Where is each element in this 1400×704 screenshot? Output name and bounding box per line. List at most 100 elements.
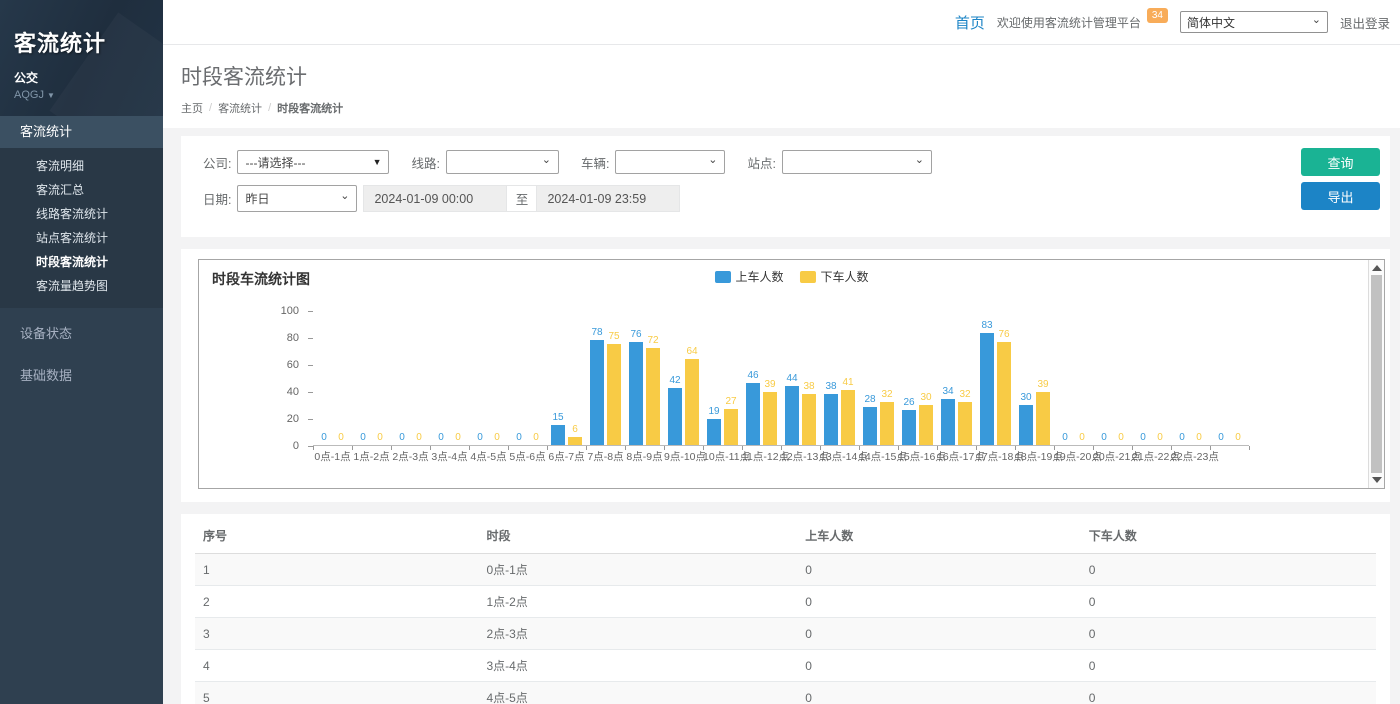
chevron-down-icon: ⌄ xyxy=(340,190,350,202)
breadcrumb-section[interactable]: 客流统计 xyxy=(218,103,263,115)
logout-link[interactable]: 退出登录 xyxy=(1339,16,1390,31)
scroll-down-icon[interactable] xyxy=(1372,477,1382,483)
bar-value-label: 0 xyxy=(399,432,405,443)
date-start-input[interactable] xyxy=(363,185,508,212)
sidebar-item-passenger-summary[interactable]: 客流汇总 xyxy=(36,183,85,197)
company-select[interactable]: ---请选择--- ▼ xyxy=(237,150,390,174)
bar-column: 28 xyxy=(863,311,877,445)
x-axis-tick-label: 16点-17点 xyxy=(937,451,985,463)
bar[interactable] xyxy=(707,419,721,445)
bar[interactable] xyxy=(919,404,933,445)
bar[interactable] xyxy=(802,393,816,445)
bar[interactable] xyxy=(824,393,838,445)
sidebar-item-trend-chart[interactable]: 客流量趋势图 xyxy=(36,279,109,293)
bar-column: 0 xyxy=(1075,311,1089,445)
query-button[interactable]: 查询 xyxy=(1301,148,1380,176)
x-axis-tick-label: 2点-3点 xyxy=(392,451,429,463)
bar[interactable] xyxy=(590,339,604,445)
sidebar-item-station-stats[interactable]: 站点客流统计 xyxy=(36,231,109,245)
bar-column: 27 xyxy=(724,311,738,445)
x-axis-tick xyxy=(820,446,821,450)
bar[interactable] xyxy=(863,407,877,445)
bar-column: 72 xyxy=(646,311,660,445)
bar-column: 0 xyxy=(373,311,387,445)
language-select[interactable]: 简体中文 ⌄ xyxy=(1179,11,1328,33)
bar[interactable] xyxy=(685,358,699,445)
app-logo: 客流统计 xyxy=(14,31,107,56)
date-end-input[interactable] xyxy=(536,185,681,212)
table-cell: 0 xyxy=(797,553,1081,586)
bar-column: 26 xyxy=(902,311,916,445)
bar-column: 0 xyxy=(412,311,426,445)
line-label: 线路: xyxy=(411,156,440,171)
sidebar-item-period-stats[interactable]: 时段客流统计 xyxy=(36,255,109,269)
bar[interactable] xyxy=(902,409,916,445)
x-axis-tick xyxy=(1093,446,1094,450)
bar[interactable] xyxy=(841,389,855,445)
bar-group: 78 75 xyxy=(586,311,625,445)
bar-group: 28 32 xyxy=(859,311,898,445)
x-axis-tick xyxy=(469,446,470,450)
x-axis-tick-label: 20点-21点 xyxy=(1093,451,1141,463)
bar-value-label: 0 xyxy=(416,432,422,443)
bar-column: 0 xyxy=(529,311,543,445)
sidebar-item-device-status[interactable]: 设备状态 xyxy=(20,326,73,341)
bar[interactable] xyxy=(1019,404,1033,445)
legend-entry[interactable]: 上车人数 xyxy=(714,268,784,285)
bar[interactable] xyxy=(980,332,994,445)
bar-column: 0 xyxy=(1097,311,1111,445)
bar[interactable] xyxy=(958,401,972,445)
table-cell: 2 xyxy=(195,585,479,618)
bar[interactable] xyxy=(568,436,582,445)
export-button[interactable]: 导出 xyxy=(1301,182,1380,210)
table-row: 4 3点-4点 0 0 xyxy=(195,649,1376,682)
y-axis-tick xyxy=(308,365,313,366)
line-select[interactable]: ⌄ xyxy=(445,150,559,174)
bar[interactable] xyxy=(607,343,621,445)
bar[interactable] xyxy=(629,342,643,445)
bar-value-label: 27 xyxy=(725,395,737,407)
x-axis-tick-label: 18点-19点 xyxy=(1015,451,1063,463)
bar-value-label: 0 xyxy=(1179,432,1185,443)
notification-badge[interactable]: 34 xyxy=(1146,7,1168,23)
bar[interactable] xyxy=(724,408,738,445)
org-code-dropdown[interactable]: AQGJ ▼ xyxy=(14,89,55,101)
x-axis-tick-label: 4点-5点 xyxy=(470,451,507,463)
sidebar-item-line-stats[interactable]: 线路客流统计 xyxy=(36,207,109,221)
table-cell: 0 xyxy=(797,681,1081,704)
legend-entry[interactable]: 下车人数 xyxy=(799,268,869,285)
bar[interactable] xyxy=(763,392,777,445)
date-preset-select[interactable]: 昨日 ⌄ xyxy=(237,185,358,212)
bar[interactable] xyxy=(941,399,955,445)
bar[interactable] xyxy=(880,401,894,445)
x-axis-tick xyxy=(430,446,431,450)
bar[interactable] xyxy=(1036,392,1050,445)
bar-column: 0 xyxy=(1192,311,1206,445)
bar-group: 34 32 xyxy=(937,311,976,445)
bar[interactable] xyxy=(997,342,1011,445)
bar-value-label: 44 xyxy=(786,372,798,384)
bar[interactable] xyxy=(746,382,760,445)
bar[interactable] xyxy=(646,347,660,445)
scrollbar-thumb[interactable] xyxy=(1371,275,1382,473)
y-axis-tick xyxy=(308,311,313,312)
sidebar-item-passenger-detail[interactable]: 客流明细 xyxy=(36,159,85,173)
bar[interactable] xyxy=(551,424,565,445)
bar[interactable] xyxy=(668,388,682,445)
breadcrumb-home[interactable]: 主页 xyxy=(181,103,203,115)
sidebar-item-base-data[interactable]: 基础数据 xyxy=(20,368,73,383)
station-select[interactable]: ⌄ xyxy=(781,150,932,174)
scroll-up-icon[interactable] xyxy=(1372,265,1382,271)
x-axis-tick-label: 8点-9点 xyxy=(626,451,663,463)
home-link[interactable]: 首页 xyxy=(954,14,985,32)
chevron-down-icon: ⌄ xyxy=(1311,13,1321,26)
bar-column: 46 xyxy=(746,311,760,445)
bar-column: 34 xyxy=(941,311,955,445)
bar[interactable] xyxy=(785,385,799,445)
sidebar-item-passenger-stats[interactable]: 客流统计 xyxy=(0,116,163,148)
vehicle-select[interactable]: ⌄ xyxy=(615,150,726,174)
chart-scrollbar[interactable] xyxy=(1368,260,1384,488)
